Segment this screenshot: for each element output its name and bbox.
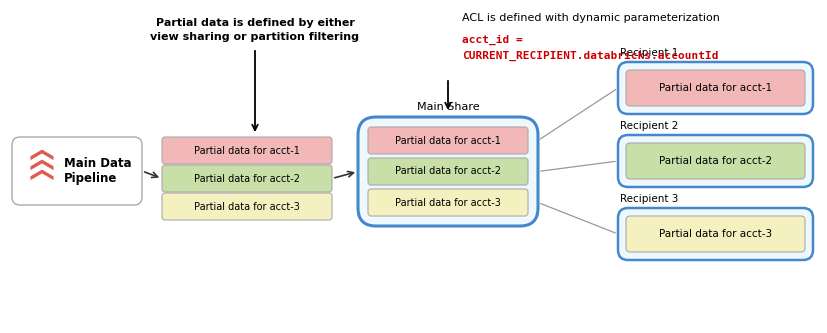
FancyBboxPatch shape xyxy=(162,165,332,192)
FancyBboxPatch shape xyxy=(618,208,813,260)
Polygon shape xyxy=(30,149,54,161)
Text: Main Data
Pipeline: Main Data Pipeline xyxy=(64,157,131,185)
Text: view sharing or partition filtering: view sharing or partition filtering xyxy=(151,32,360,42)
FancyBboxPatch shape xyxy=(618,135,813,187)
Polygon shape xyxy=(30,159,54,171)
FancyBboxPatch shape xyxy=(626,143,805,179)
Text: Partial data for acct-3: Partial data for acct-3 xyxy=(659,229,772,239)
Text: Partial data for acct-2: Partial data for acct-2 xyxy=(659,156,772,166)
FancyBboxPatch shape xyxy=(358,117,538,226)
Polygon shape xyxy=(30,169,54,181)
FancyBboxPatch shape xyxy=(626,216,805,252)
Text: Partial data for acct-3: Partial data for acct-3 xyxy=(395,197,501,207)
FancyBboxPatch shape xyxy=(368,127,528,154)
Text: CURRENT_RECIPIENT.databricks.accountId: CURRENT_RECIPIENT.databricks.accountId xyxy=(462,51,719,61)
FancyBboxPatch shape xyxy=(368,158,528,185)
FancyBboxPatch shape xyxy=(618,62,813,114)
FancyBboxPatch shape xyxy=(368,189,528,216)
Text: Recipient 1: Recipient 1 xyxy=(620,48,678,58)
Text: Partial data for acct-2: Partial data for acct-2 xyxy=(194,173,300,183)
Text: Recipient 2: Recipient 2 xyxy=(620,121,678,131)
FancyBboxPatch shape xyxy=(162,137,332,164)
Text: Main Share: Main Share xyxy=(417,102,480,112)
Text: ACL is defined with dynamic parameterization: ACL is defined with dynamic parameteriza… xyxy=(462,13,719,23)
Text: Recipient 3: Recipient 3 xyxy=(620,194,678,204)
Text: Partial data for acct-3: Partial data for acct-3 xyxy=(194,201,300,211)
Text: acct_id =: acct_id = xyxy=(462,35,523,45)
FancyBboxPatch shape xyxy=(12,137,142,205)
Text: Partial data is defined by either: Partial data is defined by either xyxy=(155,18,355,28)
FancyBboxPatch shape xyxy=(626,70,805,106)
Text: Partial data for acct-1: Partial data for acct-1 xyxy=(395,136,501,146)
Text: Partial data for acct-2: Partial data for acct-2 xyxy=(395,166,501,176)
Text: Partial data for acct-1: Partial data for acct-1 xyxy=(659,83,772,93)
FancyBboxPatch shape xyxy=(162,193,332,220)
Text: Partial data for acct-1: Partial data for acct-1 xyxy=(194,146,300,156)
